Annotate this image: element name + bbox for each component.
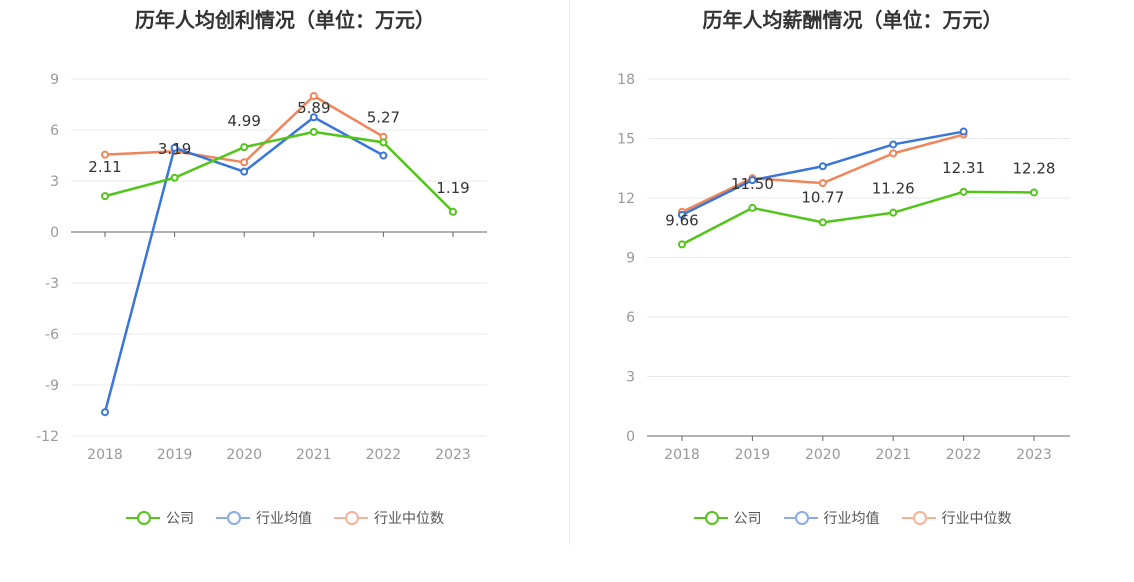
data-point-company xyxy=(678,240,686,249)
y-tick-label: 15 xyxy=(617,132,635,148)
salary-chart-panel: 历年人均薪酬情况（单位：万元） 18 15 12 9 6 3 0 2018 2019 2020 20… xyxy=(571,0,1134,582)
x-tick-label: 2021 xyxy=(296,447,332,463)
chart-title: 历年人均薪酬情况（单位：万元） xyxy=(702,8,1003,32)
legend-label: 行业中位数 xyxy=(374,511,444,527)
y-tick-label: -3 xyxy=(45,276,59,292)
salary-line-chart: 18 15 12 9 6 3 0 2018 2019 2020 2021 2022 2023 9.66 11… xyxy=(617,72,1070,463)
legend-label: 行业均值 xyxy=(823,511,880,527)
legend-item-industry-avg[interactable]: 行业均值 xyxy=(783,508,880,528)
legend-industry-avg-icon xyxy=(783,511,818,525)
chart-title: 历年人均创利情况（单位：万元） xyxy=(135,8,435,32)
data-point-company xyxy=(959,187,968,196)
x-tick-label: 2018 xyxy=(87,447,123,463)
data-point-company xyxy=(818,218,827,227)
data-point-industry-avg xyxy=(309,113,318,122)
data-label: 2.11 xyxy=(88,158,121,176)
x-tick-label: 2020 xyxy=(226,447,262,463)
data-point-company xyxy=(379,138,388,147)
legend-industry-median-icon xyxy=(334,511,368,525)
y-tick-label: 6 xyxy=(50,123,59,139)
data-label: 1.19 xyxy=(436,179,469,197)
legend-label: 行业均值 xyxy=(256,511,312,527)
data-label: 11.26 xyxy=(872,180,915,198)
data-point-industry-median xyxy=(889,149,898,158)
y-tick-label: 12 xyxy=(617,191,635,207)
legend-company-icon xyxy=(693,511,728,525)
x-tick-label: 2023 xyxy=(435,447,471,463)
data-point-industry-avg xyxy=(101,408,109,417)
legend-label: 公司 xyxy=(166,511,194,527)
data-point-industry-avg xyxy=(818,162,827,171)
x-tick-label: 2019 xyxy=(735,447,771,463)
data-point-industry-avg xyxy=(678,210,686,219)
legend-industry-median-icon xyxy=(901,511,936,525)
y-tick-label: 0 xyxy=(626,429,635,445)
data-label: 11.50 xyxy=(731,175,774,193)
legend-item-company[interactable]: 公司 xyxy=(693,508,762,528)
data-point-industry-avg xyxy=(379,151,388,160)
legend-item-industry-median[interactable]: 行业中位数 xyxy=(334,508,444,528)
data-point-industry-median xyxy=(240,158,249,167)
data-point-industry-avg xyxy=(748,176,757,185)
data-point-company xyxy=(309,127,318,136)
profit-chart-panel: 历年人均创利情况（单位：万元） 9 6 3 0 -3 -6 -9 -12 2018 2019 202… xyxy=(0,8,570,528)
x-tick-label: 2021 xyxy=(875,447,911,463)
legend-item-industry-avg[interactable]: 行业均值 xyxy=(216,508,312,528)
y-tick-label: 9 xyxy=(626,251,635,267)
data-point-company xyxy=(889,208,898,217)
series-line-company xyxy=(681,190,1035,246)
y-tick-label: 18 xyxy=(617,72,635,88)
y-tick-label: 9 xyxy=(50,72,59,88)
data-label: 12.31 xyxy=(942,159,985,177)
data-point-company xyxy=(449,207,457,216)
legend-label: 公司 xyxy=(733,511,762,527)
data-point-industry-avg xyxy=(240,167,249,176)
data-label: 5.89 xyxy=(297,99,330,117)
legend-label: 行业中位数 xyxy=(941,511,1012,527)
y-tick-label: 0 xyxy=(50,225,59,241)
data-label: 12.28 xyxy=(1013,159,1056,177)
x-tick-label: 2019 xyxy=(157,447,193,463)
legend-industry-avg-icon xyxy=(216,511,250,525)
data-label: 9.66 xyxy=(665,211,698,229)
data-point-company xyxy=(748,203,757,212)
y-tick-label: 6 xyxy=(626,310,635,326)
y-tick-label: 3 xyxy=(626,370,635,386)
legend-item-company[interactable]: 公司 xyxy=(126,508,194,528)
data-point-company xyxy=(240,143,249,152)
data-point-company xyxy=(101,192,109,201)
legend-item-industry-median[interactable]: 行业中位数 xyxy=(901,508,1012,528)
y-tick-label: -9 xyxy=(45,378,59,394)
data-point-industry-avg xyxy=(889,140,898,149)
series-line-company xyxy=(104,130,454,213)
data-point-company xyxy=(1030,188,1038,197)
data-point-industry-median xyxy=(818,179,827,188)
data-point-company xyxy=(170,173,179,182)
y-tick-label: -12 xyxy=(36,429,59,445)
data-point-industry-median xyxy=(309,92,318,100)
legend-company-icon xyxy=(126,511,160,525)
chart-legend: 公司 行业均值 行业中位数 xyxy=(0,508,570,528)
x-tick-label: 2023 xyxy=(1016,447,1052,463)
y-tick-label: -6 xyxy=(45,327,59,343)
chart-legend: 公司 行业均值 行业中位数 xyxy=(571,508,1134,528)
y-tick-label: 3 xyxy=(50,174,59,190)
data-label: 10.77 xyxy=(801,188,844,206)
x-tick-label: 2020 xyxy=(805,447,841,463)
data-point-industry-avg xyxy=(170,143,179,152)
data-label: 5.27 xyxy=(367,108,400,126)
data-label: 4.99 xyxy=(227,112,260,130)
data-label: 3.19 xyxy=(158,140,191,158)
data-point-industry-median xyxy=(101,150,109,159)
data-point-industry-avg xyxy=(959,127,968,136)
profit-line-chart: 9 6 3 0 -3 -6 -9 -12 2018 2019 2020 2021 2022 2023 2.1… xyxy=(36,72,487,463)
x-tick-label: 2022 xyxy=(946,447,982,463)
panel-divider xyxy=(569,0,570,545)
x-tick-label: 2022 xyxy=(366,447,402,463)
x-tick-label: 2018 xyxy=(664,447,700,463)
